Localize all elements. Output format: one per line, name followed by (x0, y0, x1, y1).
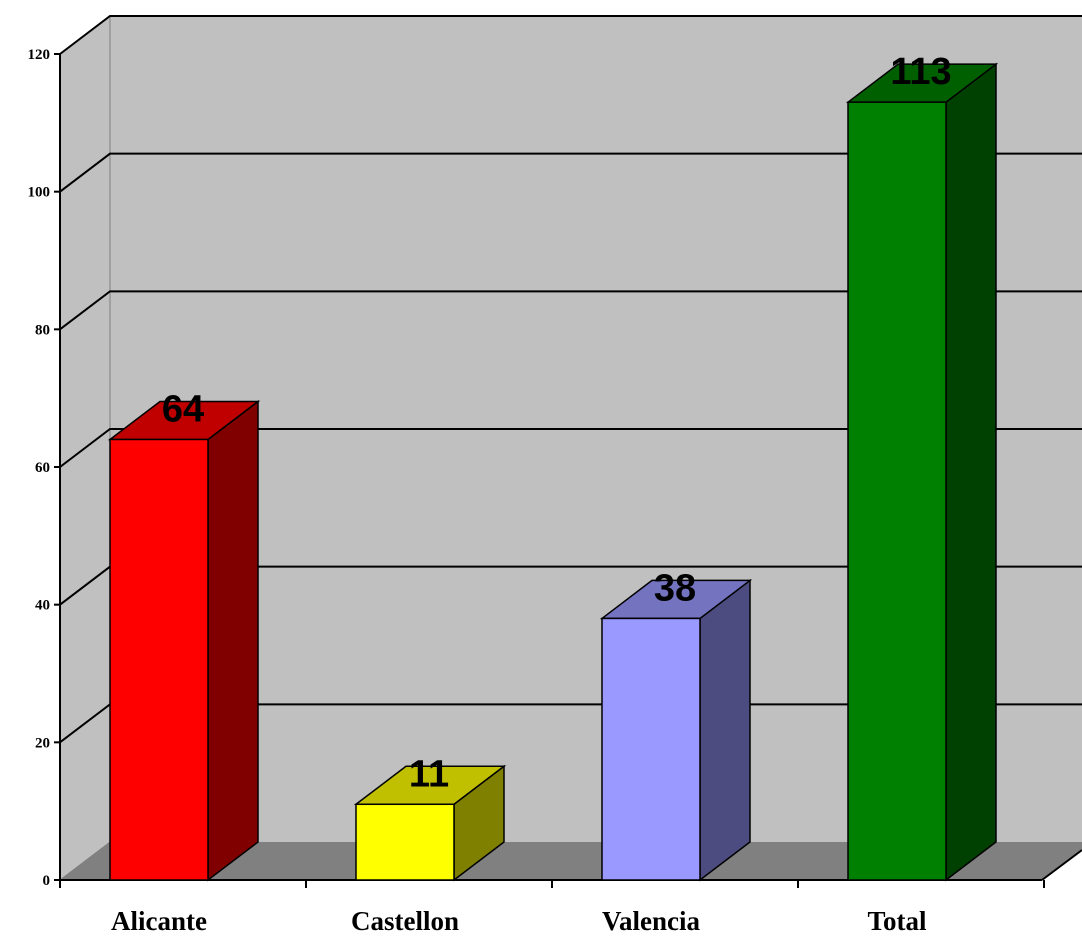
bar-side-alicante (207, 399, 259, 882)
bar-castellon (355, 803, 455, 881)
data-label-castellon: 11 (409, 753, 449, 795)
y-tick-label: 120 (28, 47, 51, 63)
y-tick-label: 60 (35, 460, 50, 476)
x-tick-label-valencia: Valencia (602, 906, 701, 936)
bar-side-valencia (699, 578, 751, 882)
gridline (59, 152, 1082, 193)
x-axis-depth (1041, 849, 1082, 881)
bar-alicante (109, 438, 209, 881)
y-tick-label: 40 (35, 598, 50, 614)
floor (60, 842, 1082, 880)
gridline (59, 428, 1082, 468)
bar-total (847, 101, 947, 881)
data-label-valencia: 38 (654, 567, 696, 609)
bars (107, 62, 999, 882)
bar-valencia (601, 617, 701, 881)
x-tick-label-total: Total (867, 906, 927, 936)
x-tick-label-castellon: Castellon (351, 906, 459, 936)
gridline (59, 290, 1082, 331)
labels: 0 20 40 60 80 100 120 64 Alicante 11 Castellon 38 Va… (28, 47, 952, 936)
bar-side-total (945, 62, 997, 882)
data-label-total: 113 (890, 51, 951, 93)
y-tick-label: 100 (28, 185, 51, 201)
y-tick-label: 80 (35, 322, 50, 338)
y-tick-label: 0 (43, 873, 51, 889)
y-tick-label: 20 (35, 735, 50, 751)
gridline (59, 15, 1082, 55)
x-tick-label-alicante: Alicante (111, 906, 207, 936)
data-label-alicante: 64 (162, 388, 204, 430)
